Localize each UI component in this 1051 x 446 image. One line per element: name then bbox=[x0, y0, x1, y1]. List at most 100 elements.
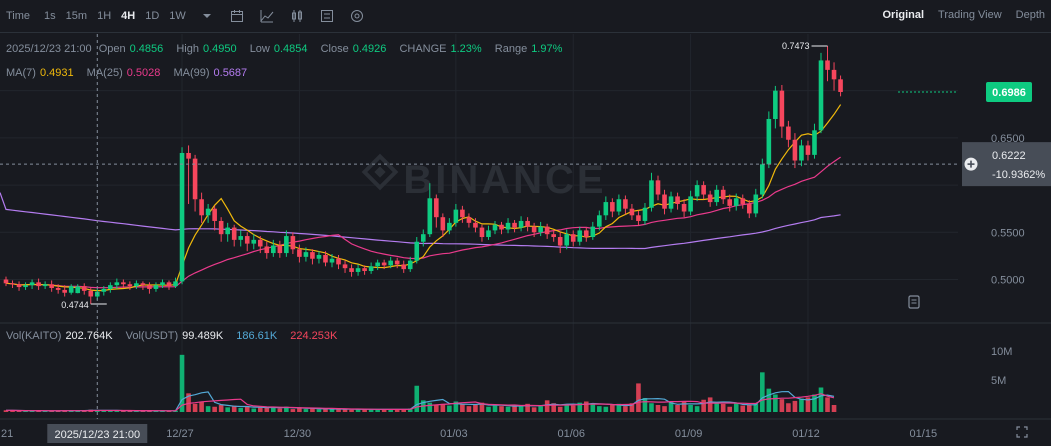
candle-body bbox=[166, 282, 172, 287]
candle-body bbox=[407, 260, 413, 270]
tf-15m[interactable]: 15m bbox=[65, 10, 88, 22]
tf-1w[interactable]: 1W bbox=[169, 10, 186, 22]
volume-bar bbox=[277, 408, 283, 412]
volume-bar bbox=[720, 403, 726, 412]
candle-body bbox=[55, 288, 61, 290]
add-alert-plus-icon[interactable] bbox=[964, 157, 978, 171]
ma7-label: MA(7) bbox=[6, 67, 36, 79]
candle-body bbox=[140, 283, 146, 286]
time-tick-label: 01/12 bbox=[792, 428, 820, 440]
volume-bar bbox=[55, 410, 61, 412]
candle-body bbox=[440, 217, 446, 231]
volume-bar bbox=[760, 372, 765, 412]
volume-bar bbox=[368, 409, 374, 412]
volume-bar bbox=[792, 400, 798, 412]
volume-bar bbox=[479, 402, 485, 412]
more-timeframes-icon[interactable] bbox=[200, 9, 214, 23]
tf-time[interactable]: Time bbox=[6, 10, 31, 22]
candle-body bbox=[323, 254, 328, 263]
volume-bar bbox=[818, 387, 824, 412]
candle-body bbox=[434, 198, 439, 218]
candle-body bbox=[740, 198, 746, 204]
candle-body bbox=[10, 283, 15, 285]
open-label: Open bbox=[98, 43, 126, 55]
tf-4h[interactable]: 4H bbox=[121, 10, 136, 22]
tf-1d[interactable]: 1D bbox=[145, 10, 160, 22]
chart-settings-icon[interactable] bbox=[320, 9, 334, 23]
volume-bar bbox=[636, 383, 641, 412]
volume-bar bbox=[799, 398, 804, 412]
volume-bar bbox=[166, 410, 172, 412]
view-trading-view[interactable]: Trading View bbox=[938, 9, 1002, 21]
toolbar-divider bbox=[0, 32, 1051, 33]
volume-bar bbox=[551, 403, 556, 412]
candle-body bbox=[799, 145, 804, 161]
candle-body bbox=[173, 281, 178, 287]
volume-bar bbox=[805, 397, 811, 412]
candle-body bbox=[420, 234, 426, 242]
candle-body bbox=[518, 220, 524, 228]
candle-body bbox=[499, 224, 504, 230]
candle-body bbox=[447, 222, 452, 231]
ma99-value: 0.5687 bbox=[213, 67, 248, 79]
volume-bar bbox=[727, 406, 733, 412]
volume-bar bbox=[434, 405, 439, 412]
calendar-icon[interactable] bbox=[230, 9, 244, 23]
view-original[interactable]: Original bbox=[882, 9, 925, 21]
fullscreen-icon[interactable] bbox=[1016, 426, 1028, 438]
news-marker-icon[interactable] bbox=[908, 295, 920, 309]
volume-bar bbox=[616, 403, 622, 412]
price-tick-label: 0.5500 bbox=[991, 227, 1025, 239]
candle-body bbox=[668, 196, 674, 209]
candle-body bbox=[570, 234, 576, 242]
ma25-line bbox=[5, 156, 841, 289]
volume-bar bbox=[825, 397, 830, 412]
candle-body bbox=[597, 215, 602, 227]
volume-tick-label: 10M bbox=[991, 346, 1012, 358]
volume-bar bbox=[570, 405, 576, 412]
vol-kaito-label: Vol(KAITO) bbox=[6, 330, 62, 342]
candle-body bbox=[160, 282, 165, 286]
candle-body bbox=[238, 236, 244, 240]
vol-usdt-label: Vol(USDT) bbox=[125, 330, 179, 342]
tf-1s[interactable]: 1s bbox=[44, 10, 56, 22]
time-tick-label: 01/09 bbox=[675, 428, 703, 440]
candle-body bbox=[629, 208, 635, 216]
candle-body bbox=[368, 266, 374, 272]
candle-body bbox=[525, 220, 530, 227]
volume-bar bbox=[186, 393, 191, 412]
high-value: 0.4950 bbox=[202, 43, 237, 55]
time-tick-label: 01/03 bbox=[440, 428, 468, 440]
volume-bar bbox=[733, 403, 739, 412]
volume-bar bbox=[290, 409, 296, 412]
candle-body bbox=[205, 208, 211, 216]
close-value: 0.4926 bbox=[352, 43, 387, 55]
volume-bar bbox=[140, 410, 146, 412]
volume-bar bbox=[831, 405, 837, 412]
candle-body bbox=[3, 279, 9, 284]
settings-gear-icon[interactable] bbox=[350, 9, 364, 23]
candle-body bbox=[290, 236, 296, 250]
indicators-icon[interactable] bbox=[260, 9, 274, 23]
candle-body bbox=[244, 236, 250, 244]
candle-body bbox=[225, 227, 230, 235]
candle-body bbox=[16, 284, 22, 288]
view-depth[interactable]: Depth bbox=[1015, 9, 1045, 21]
tf-1h[interactable]: 1H bbox=[97, 10, 112, 22]
chart-type-icon[interactable] bbox=[290, 9, 304, 23]
candle-body bbox=[23, 285, 28, 288]
volume-bar bbox=[179, 354, 185, 412]
volume-bar bbox=[251, 408, 257, 412]
vol-usdt-value: 99.489K bbox=[182, 330, 224, 342]
candle-body bbox=[414, 241, 420, 261]
candle-body bbox=[733, 198, 739, 206]
candle-body bbox=[812, 130, 817, 155]
candle-body bbox=[388, 260, 393, 266]
volume-bar bbox=[192, 403, 198, 412]
volume-bar bbox=[10, 410, 15, 412]
candle-body bbox=[466, 217, 472, 223]
volume-bar bbox=[753, 403, 759, 412]
candle-body bbox=[818, 60, 824, 131]
volume-bar bbox=[316, 409, 322, 412]
